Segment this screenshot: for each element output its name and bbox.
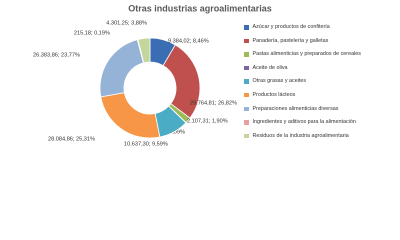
legend-item: Ingredientes y aditivos para la alimenta… [244,119,362,125]
legend-item: Azúcar y productos de confitería [244,24,362,30]
legend-label: Otras grasas y aceites [252,78,307,85]
donut-slice [99,39,144,98]
legend-item: Productos lácteos [244,92,362,98]
legend-item: Pastas alimenticias y preparados de cere… [244,51,362,57]
data-label: 4.301,25; 3,88% [106,20,147,26]
legend-label: Aceite de oliva [252,64,288,71]
legend-item: Residuos de la industria agroalimentaria [244,133,362,139]
data-label: 2.107,31; 1,90% [187,118,228,124]
legend-label: Preparaciones alimenticias diversas [252,105,339,112]
legend-label: Productos lácteos [252,91,296,98]
legend-item: Aceite de oliva [244,65,362,71]
data-label: 26.383,86; 23,77% [33,52,80,58]
legend-item: Otras grasas y aceites [244,78,362,84]
chart-svg: Otras industrias agroalimentarias 9.384,… [33,3,272,147]
legend-swatch [244,25,249,30]
legend-label: Residuos de la industria agroalimentaria [252,132,349,139]
legend-swatch [244,120,249,125]
data-label: 9.384,02; 8,46% [168,38,209,44]
legend-item: Panadería, pastelería y galletas [244,38,362,44]
legend-swatch [244,106,249,112]
chart-title: Otras industrias agroalimentarias [128,3,272,13]
data-label: 10.637,30; 9,59% [124,141,168,147]
data-label: 28.084,86; 25,31% [48,136,95,142]
legend: Azúcar y productos de confitería Panaderí… [244,24,362,139]
donut-slice [137,37,151,64]
legend-label: Azúcar y productos de confitería [252,24,330,30]
legend-label: Pastas alimenticias y preparados de cere… [252,51,361,58]
chart: Otras industrias agroalimentarias 9.384,… [33,3,362,147]
legend-swatch [244,38,249,44]
legend-swatch [244,92,249,98]
data-label: 29.764,81; 26,82% [190,100,237,106]
legend-swatch [244,133,249,139]
legend-swatch [244,52,249,57]
legend-item: Preparaciones alimenticias diversas [244,106,362,112]
legend-swatch [244,79,249,84]
donut-slice [100,92,161,139]
legend-label: Panadería, pastelería y galletas [252,37,329,44]
data-label: 215,18; 0,19% [74,30,110,36]
legend-label: Ingredientes y aditivos para la alimenta… [252,119,356,126]
legend-swatch [244,65,249,71]
